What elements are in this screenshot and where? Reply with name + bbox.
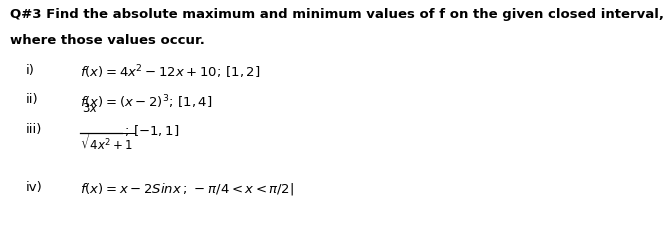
Text: $f(x) = x - 2Sinx\,;\,-\pi/4 < x < \pi/2$|: $f(x) = x - 2Sinx\,;\,-\pi/4 < x < \pi/2…: [80, 181, 294, 197]
Text: $\sqrt{4x^2+1}$: $\sqrt{4x^2+1}$: [80, 133, 136, 154]
Text: $;\,[-1,1]$: $;\,[-1,1]$: [124, 123, 179, 138]
Text: where those values occur.: where those values occur.: [10, 34, 205, 47]
Text: iii): iii): [25, 123, 42, 136]
Text: ii): ii): [25, 93, 38, 106]
Text: iv): iv): [25, 181, 42, 194]
Text: $3x$: $3x$: [82, 102, 99, 115]
Text: Q#3 Find the absolute maximum and minimum values of f on the given closed interv: Q#3 Find the absolute maximum and minimu…: [10, 8, 665, 21]
Text: i): i): [25, 64, 35, 77]
Text: $f(x) = (x-2)^3;\,[1,4]$: $f(x) = (x-2)^3;\,[1,4]$: [80, 93, 213, 111]
Text: $f(x) = 4x^2 - 12x + 10;\,[1,2]$: $f(x) = 4x^2 - 12x + 10;\,[1,2]$: [80, 64, 261, 81]
